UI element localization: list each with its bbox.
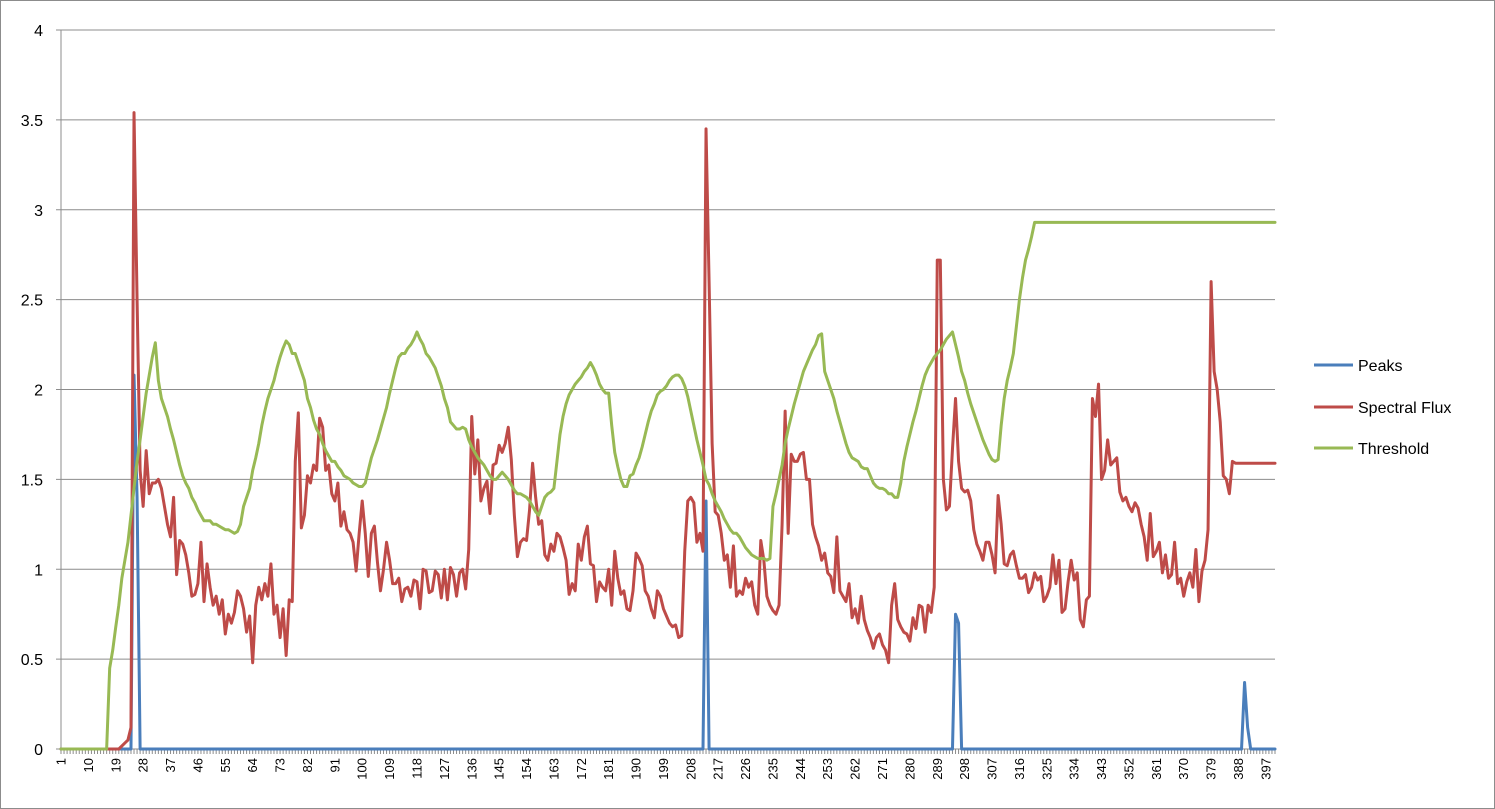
- legend-label-threshold: Threshold: [1358, 441, 1429, 458]
- x-tick-marks: [60, 749, 1276, 754]
- y-tick-label: 2.5: [21, 293, 43, 310]
- x-tick-label: 253: [820, 758, 835, 780]
- x-tick-label: 145: [492, 758, 507, 780]
- x-tick-label: 73: [273, 758, 288, 772]
- x-tick-label: 289: [930, 758, 945, 780]
- y-tick-label: 0: [34, 742, 43, 759]
- x-tick-label: 235: [765, 758, 780, 780]
- x-tick-label: 361: [1149, 758, 1164, 780]
- y-tick-label: 2: [34, 383, 43, 400]
- x-tick-label: 28: [136, 758, 151, 772]
- x-tick-label: 100: [355, 758, 370, 780]
- x-tick-label: 307: [985, 758, 1000, 780]
- x-tick-label: 271: [875, 758, 890, 780]
- y-tick-label: 3.5: [21, 113, 43, 130]
- x-tick-label: 64: [245, 758, 260, 772]
- x-tick-label: 55: [218, 758, 233, 772]
- x-tick-label: 37: [163, 758, 178, 772]
- x-tick-label: 244: [793, 758, 808, 780]
- y-tick-label: 1: [34, 562, 43, 579]
- x-tick-label: 154: [519, 758, 534, 780]
- x-tick-label: 217: [711, 758, 726, 780]
- legend: Peaks Spectral Flux Threshold: [1314, 358, 1451, 458]
- legend-label-peaks: Peaks: [1358, 358, 1402, 375]
- x-tick-label: 370: [1176, 758, 1191, 780]
- y-tick-label: 4: [34, 23, 43, 40]
- y-tick-label: 1.5: [21, 472, 43, 489]
- x-tick-label: 181: [601, 758, 616, 780]
- gridlines: [61, 29, 1275, 660]
- x-tick-label: 262: [848, 758, 863, 780]
- x-tick-label: 397: [1258, 758, 1273, 780]
- x-tick-label: 118: [409, 758, 424, 779]
- x-tick-label: 316: [1012, 758, 1027, 780]
- x-tick-label: 280: [902, 758, 917, 780]
- x-tick-label: 172: [574, 758, 589, 780]
- series-line-peaks: [59, 373, 1277, 751]
- x-tick-label: 46: [190, 758, 205, 772]
- x-tick-label: 208: [683, 758, 698, 780]
- x-tick-label: 127: [437, 758, 452, 780]
- x-tick-label: 91: [327, 758, 342, 772]
- y-tick-label: 3: [34, 203, 43, 220]
- legend-label-spectral-flux: Spectral Flux: [1358, 400, 1451, 417]
- x-tick-label: 226: [738, 758, 753, 780]
- data-series: [59, 111, 1277, 751]
- x-tick-label: 379: [1204, 758, 1219, 780]
- x-tick-label: 343: [1094, 758, 1109, 780]
- x-tick-label: 136: [464, 758, 479, 780]
- series-line-spectral-flux: [59, 111, 1277, 751]
- x-tick-label: 388: [1231, 758, 1246, 780]
- x-tick-label: 82: [300, 758, 315, 772]
- x-tick-label: 199: [656, 758, 671, 780]
- x-tick-label: 163: [546, 758, 561, 780]
- y-tick-label: 0.5: [21, 652, 43, 669]
- x-tick-label: 19: [108, 758, 123, 772]
- series-line-threshold: [59, 220, 1277, 751]
- x-tick-label: 1: [54, 758, 69, 765]
- y-axis-tick-labels: 0 0.5 1 1.5 2 2.5 3 3.5 4: [21, 23, 43, 759]
- x-tick-label: 334: [1067, 758, 1082, 780]
- x-tick-label: 10: [81, 758, 96, 772]
- x-tick-label: 325: [1039, 758, 1054, 780]
- axes: [56, 29, 1276, 754]
- x-tick-label: 190: [629, 758, 644, 780]
- x-tick-label: 298: [957, 758, 972, 780]
- x-tick-label: 352: [1121, 758, 1136, 780]
- x-axis-tick-labels: 1 10 19 28 37 46 55 64 73 82 91 100 109 118 127 136 145 1…: [54, 758, 1274, 780]
- x-tick-label: 109: [382, 758, 397, 780]
